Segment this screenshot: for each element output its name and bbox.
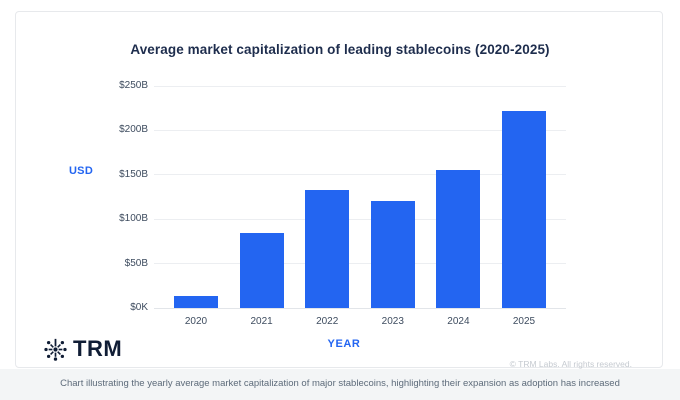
y-tick-label-$250B: $250B (119, 80, 148, 91)
x-tick-label-2024: 2024 (447, 316, 470, 327)
chart-card: Average market capitalization of leading… (15, 11, 663, 369)
plot-area (154, 85, 566, 309)
caption-strip: Chart illustrating the yearly average ma… (0, 369, 680, 400)
bar-2024[interactable] (436, 170, 481, 308)
gridline-$0K (154, 307, 566, 309)
y-tick-label-$50B: $50B (124, 257, 148, 269)
x-tick-label-2020: 2020 (184, 316, 208, 327)
y-tick-label-$200B: $200B (119, 124, 148, 136)
gridline-$100B (154, 218, 566, 220)
bar-2025[interactable] (502, 111, 546, 308)
trm-logo-text: TRM (73, 336, 123, 361)
copyright-text: © TRM Labs. All rights reserved. (509, 359, 632, 369)
y-axis-title: USD (68, 165, 94, 177)
bar-2021[interactable] (239, 233, 284, 308)
bar-2023[interactable] (370, 201, 415, 308)
x-tick-label-2021: 2021 (250, 316, 273, 327)
chart-caption: Chart illustrating the yearly average ma… (60, 378, 620, 389)
x-tick-label-2022: 2022 (316, 316, 339, 327)
y-tick-label-$100B: $100B (119, 213, 148, 225)
trm-starburst-icon (44, 338, 67, 361)
x-tick-label-2023: 2023 (381, 316, 404, 327)
y-tick-label-$0K: $0K (130, 302, 148, 313)
x-axis-title: YEAR (327, 338, 361, 350)
gridline-$250B (154, 85, 566, 87)
trm-logo: TRM (43, 336, 122, 362)
y-tick-label-$150B: $150B (119, 168, 148, 180)
x-tick-label-2025: 2025 (512, 316, 536, 327)
bar-2020[interactable] (174, 296, 218, 308)
bar-2022[interactable] (305, 190, 350, 308)
gridline-$150B (154, 174, 566, 176)
chart-title: Average market capitalization of leading… (130, 42, 550, 57)
gridline-$50B (154, 263, 566, 265)
gridline-$200B (154, 129, 566, 131)
